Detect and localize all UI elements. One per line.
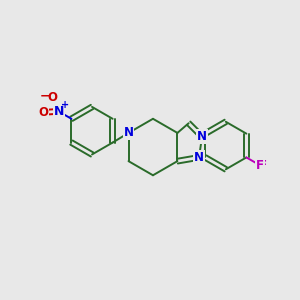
Text: N: N [194, 151, 204, 164]
Text: F: F [256, 159, 264, 172]
Text: N: N [197, 130, 207, 143]
Text: N: N [124, 126, 134, 140]
Text: F: F [259, 159, 267, 172]
Text: O: O [47, 92, 57, 104]
Text: O: O [39, 106, 49, 119]
Text: N: N [53, 105, 64, 118]
Text: +: + [61, 100, 69, 110]
Text: −: − [40, 90, 51, 103]
